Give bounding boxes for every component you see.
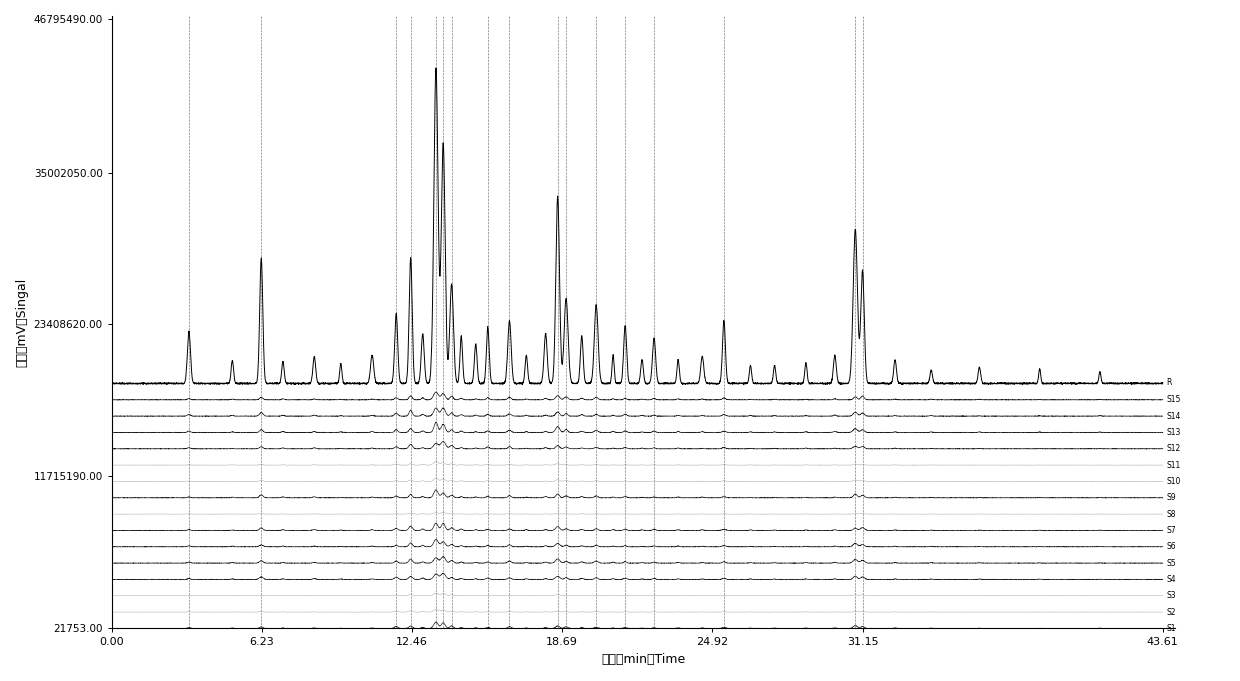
Text: S6: S6 (1167, 542, 1176, 551)
Text: S9: S9 (1167, 493, 1176, 503)
Text: S8: S8 (1167, 509, 1176, 519)
Text: R: R (1167, 379, 1172, 387)
Text: S1: S1 (1167, 624, 1176, 633)
Text: S12: S12 (1167, 444, 1180, 454)
Text: S14: S14 (1167, 411, 1180, 421)
X-axis label: 时间（min）Time: 时间（min）Time (601, 653, 686, 666)
Text: S5: S5 (1167, 558, 1176, 567)
Text: S13: S13 (1167, 428, 1180, 437)
Text: S4: S4 (1167, 575, 1176, 584)
Text: S3: S3 (1167, 591, 1176, 600)
Text: S2: S2 (1167, 607, 1176, 616)
Text: S15: S15 (1167, 395, 1180, 405)
Text: S10: S10 (1167, 477, 1180, 486)
Text: S11: S11 (1167, 460, 1180, 470)
Text: S7: S7 (1167, 526, 1176, 535)
Y-axis label: 信号（mV）Singal: 信号（mV）Singal (15, 278, 29, 367)
